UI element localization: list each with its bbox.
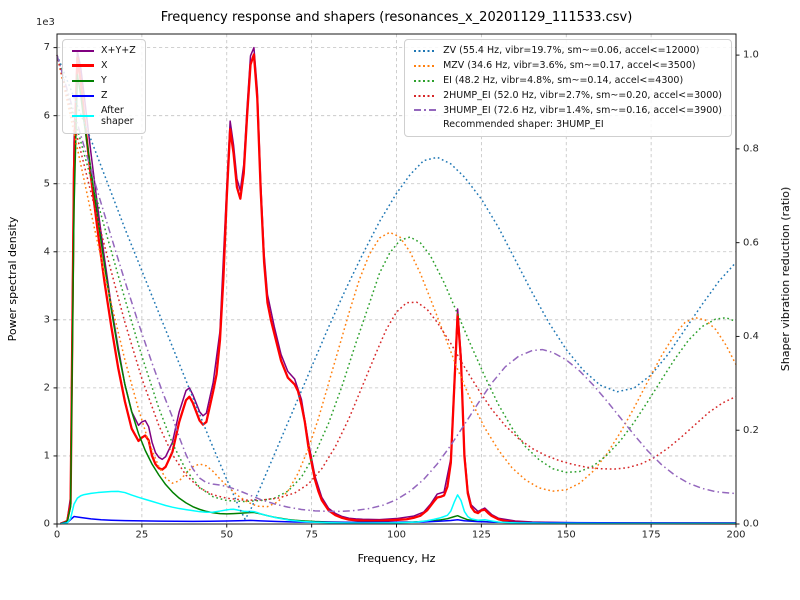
y-axis-label-left: Power spectral density <box>6 216 19 342</box>
legend-line-sample <box>72 79 94 82</box>
legend-item: X+Y+Z <box>72 45 136 57</box>
legend-label: ZV (55.4 Hz, vibr=19.7%, sm~=0.06, accel… <box>443 45 700 56</box>
legend-item: Z <box>72 90 136 102</box>
legend-line-sample <box>414 64 437 67</box>
blank-legend-handle <box>414 124 436 126</box>
chart-title: Frequency response and shapers (resonanc… <box>160 10 633 25</box>
legend-label: After shaper <box>101 104 134 128</box>
legend-line-sample <box>72 115 94 118</box>
legend-item: After shaper <box>72 105 136 129</box>
legend-label: EI (48.2 Hz, vibr=4.8%, sm~=0.14, accel<… <box>443 74 684 86</box>
legend-label: 3HUMP_EI (72.6 Hz, vibr=1.4%, sm~=0.16, … <box>443 104 722 116</box>
legend-item: 2HUMP_EI (52.0 Hz, vibr=2.7%, sm~=0.20, … <box>414 90 722 102</box>
legend-item: 3HUMP_EI (72.6 Hz, vibr=1.4%, sm~=0.16, … <box>414 105 722 117</box>
y-axis-offset-label: 1e3 <box>36 17 55 28</box>
legend-shapers: ZV (55.4 Hz, vibr=19.7%, sm~=0.06, accel… <box>404 39 732 138</box>
legend-item: Y <box>72 75 136 87</box>
legend-label: X+Y+Z <box>101 45 136 56</box>
x-axis-label: Frequency, Hz <box>357 552 436 565</box>
legend-label: Z <box>101 89 108 101</box>
legend-psd: X+Y+Z X Y Z After shaper <box>62 39 146 135</box>
legend-line-sample <box>72 49 94 52</box>
legend-item: EI (48.2 Hz, vibr=4.8%, sm~=0.14, accel<… <box>414 75 722 87</box>
legend-label: 2HUMP_EI (52.0 Hz, vibr=2.7%, sm~=0.20, … <box>443 89 722 101</box>
legend-line-sample <box>72 64 94 68</box>
legend-label: MZV (34.6 Hz, vibr=3.6%, sm~=0.17, accel… <box>443 59 696 71</box>
legend-line-sample <box>414 79 437 82</box>
y-axis-label-right: Shaper vibration reduction (ratio) <box>779 186 792 372</box>
legend-line-sample <box>414 49 437 52</box>
legend-label: Recommended shaper: 3HUMP_EI <box>443 119 604 131</box>
legend-item: MZV (34.6 Hz, vibr=3.6%, sm~=0.17, accel… <box>414 60 722 72</box>
legend-item: X <box>72 60 136 72</box>
legend-line-sample <box>414 94 437 97</box>
recommended-shaper-note: Recommended shaper: 3HUMP_EI <box>414 119 722 131</box>
legend-item: ZV (55.4 Hz, vibr=19.7%, sm~=0.06, accel… <box>414 45 722 57</box>
legend-label: Y <box>101 74 107 86</box>
legend-line-sample <box>72 94 94 97</box>
legend-label: X <box>101 59 108 71</box>
legend-line-sample <box>414 109 437 112</box>
